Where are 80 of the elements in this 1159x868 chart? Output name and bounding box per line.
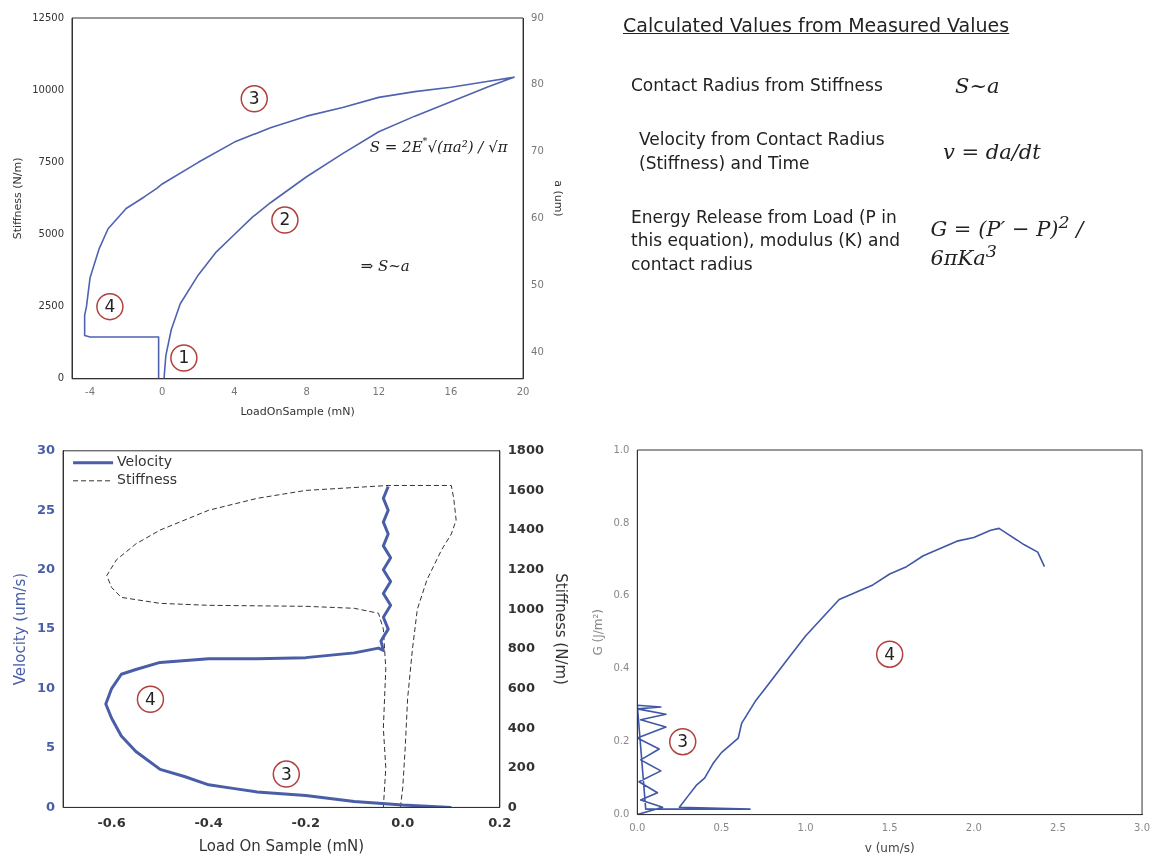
y2-tick-label: 1000	[507, 600, 545, 616]
text: S~a	[955, 74, 1000, 98]
text: Calculated Values from Measured Values	[623, 14, 1011, 36]
x-axis-title: Load On Sample (mN)	[198, 836, 365, 855]
y-tick-label: 0.8	[613, 516, 630, 528]
y-tick-label: 1.0	[613, 443, 630, 455]
y-tick-label: 0.4	[613, 662, 630, 674]
y2-tick-label: 1400	[507, 521, 545, 537]
y-tick-label: 0	[46, 798, 56, 814]
x-axis-title: LoadOnSample (mN)	[240, 405, 355, 419]
y2-tick-label: 600	[507, 679, 535, 695]
x-tick-label: 3.0	[1134, 822, 1150, 834]
y2-tick-label: 40	[531, 345, 544, 357]
y-tick-label: 30	[37, 442, 56, 458]
y-axis-title: Velocity (um/s)	[10, 572, 29, 686]
x-tick-label: 0.5	[713, 822, 730, 834]
text: Energy Release from Load (P in this equation), modulus (K) and contact radius	[631, 205, 901, 277]
y2-tick-label: 50	[531, 278, 544, 290]
annotation: 1	[178, 347, 190, 368]
x-tick-label: 2.0	[965, 822, 982, 834]
x-tick-label: 12	[372, 386, 386, 398]
x-tick-label: -0.6	[97, 814, 126, 830]
y-tick-label: 2500	[38, 300, 65, 312]
y2-tick-label: 400	[507, 719, 535, 735]
y2-tick-label: 90	[531, 11, 544, 23]
annotation: 3	[280, 763, 292, 784]
annotation: 4	[145, 688, 156, 709]
x-tick-label: -0.4	[194, 814, 223, 830]
annotation: 3	[677, 731, 689, 752]
x-tick-label: 1.0	[797, 822, 814, 834]
x-tick-label: 2.5	[1049, 822, 1066, 834]
y2-tick-label: 800	[507, 640, 535, 656]
y-tick-label: 0	[57, 372, 65, 384]
x-tick-label: 4	[231, 386, 238, 398]
y2-tick-label: 80	[531, 78, 544, 90]
annotation: 3	[248, 88, 260, 109]
x-tick-label: 20	[516, 386, 530, 398]
text: G = (P′ − P)$^{2}$ / 6πKa$^{3}$	[930, 212, 1084, 271]
y-tick-label: 10000	[32, 83, 65, 95]
annotation: ⇒ S~a	[360, 256, 410, 275]
y2-tick-label: 200	[507, 759, 535, 775]
x-tick-label: 8	[303, 386, 310, 398]
y-tick-label: 5	[46, 739, 56, 755]
annotation: 4	[104, 296, 116, 317]
y2-axis-title: a (um)	[551, 180, 565, 217]
y2-tick-label: 70	[531, 145, 544, 157]
y-axis-title: Stiffness (N/m)	[11, 157, 25, 240]
y-tick-label: 25	[37, 501, 56, 517]
y2-tick-label: 60	[531, 212, 544, 224]
x-tick-label: 16	[444, 386, 458, 398]
legend-label: Velocity	[117, 453, 173, 470]
x-tick-label: 1.5	[881, 822, 898, 834]
x-tick-label: 0.0	[629, 822, 646, 834]
text: Contact Radius from Stiffness	[631, 74, 884, 98]
y2-tick-label: 1600	[507, 481, 545, 497]
y-tick-label: 0.6	[613, 589, 630, 601]
text: Velocity from Contact Radius (Stiffness) and Time	[639, 128, 886, 175]
y-tick-label: 5000	[38, 228, 65, 240]
annotation: 2	[279, 209, 291, 230]
y-tick-label: 12500	[32, 11, 65, 23]
x-tick-label: 0.0	[391, 814, 415, 830]
y-tick-label: 0.2	[613, 735, 630, 747]
annotation: S = 2E*√(πa²) / √π	[369, 135, 509, 156]
y-axis-title: G (J/m²)	[591, 609, 606, 656]
y2-tick-label: 1800	[507, 442, 545, 458]
x-axis-title: v (um/s)	[864, 840, 915, 855]
annotation: 4	[884, 643, 896, 664]
y2-tick-label: 0	[507, 798, 517, 814]
x-tick-label: -4	[85, 386, 96, 398]
x-tick-label: 0.2	[488, 814, 512, 830]
text: v = da/dt	[943, 139, 1041, 164]
y2-tick-label: 1200	[507, 561, 545, 577]
y2-axis-title: Stiffness (N/m)	[552, 573, 571, 685]
legend-label: Stiffness	[117, 471, 178, 488]
y-tick-label: 15	[37, 620, 56, 636]
y-tick-label: 20	[37, 561, 56, 577]
x-tick-label: -0.2	[291, 814, 320, 830]
y-tick-label: 10	[37, 679, 56, 695]
y-tick-label: 7500	[38, 155, 65, 167]
x-tick-label: 0	[159, 386, 166, 398]
